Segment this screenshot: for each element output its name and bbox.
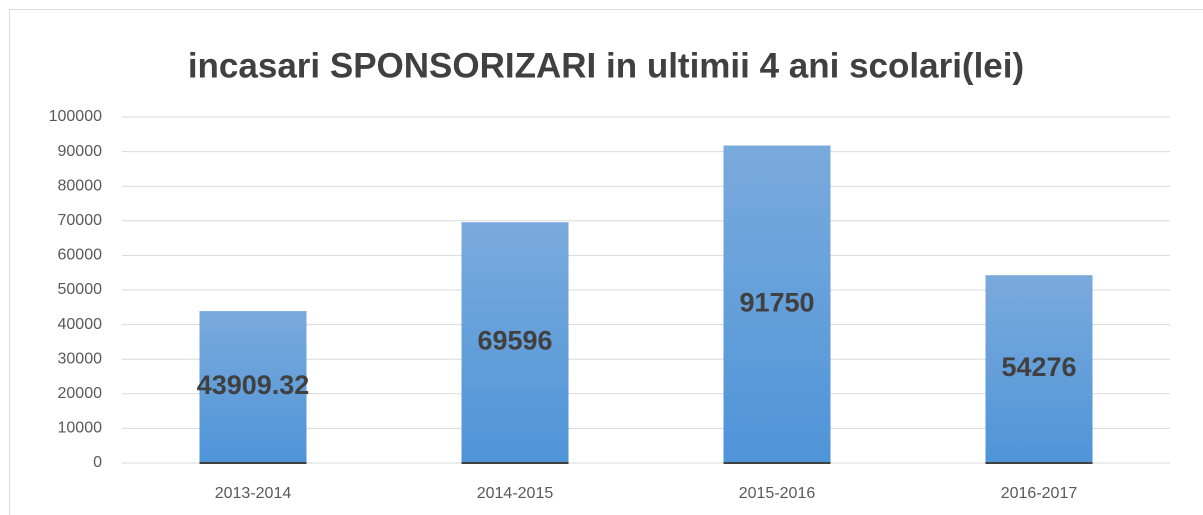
y-tick-label: 10000 [58, 420, 103, 437]
y-tick-label: 50000 [58, 281, 103, 298]
data-label: 91750 [739, 287, 814, 317]
data-label: 54276 [1001, 352, 1076, 382]
x-tick-label: 2016-2017 [1001, 485, 1078, 502]
y-tick-label: 90000 [58, 143, 103, 160]
data-label: 69596 [477, 326, 552, 356]
bar [199, 311, 307, 463]
y-tick-label: 80000 [58, 177, 103, 194]
bar [723, 145, 831, 464]
chart-title: incasari SPONSORIZARI in ultimii 4 ani s… [188, 46, 1024, 85]
bar [985, 275, 1093, 463]
y-tick-label: 30000 [58, 350, 103, 367]
x-tick-label: 2014-2015 [477, 485, 554, 502]
y-tick-label: 60000 [58, 247, 103, 264]
y-tick-label: 40000 [58, 316, 103, 333]
y-tick-label: 20000 [58, 385, 103, 402]
x-tick-label: 2013-2014 [215, 485, 292, 502]
y-tick-label: 100000 [49, 108, 102, 125]
y-tick-label: 70000 [58, 212, 103, 229]
x-tick-label: 2015-2016 [739, 485, 816, 502]
bar [461, 222, 569, 463]
data-label: 43909.32 [197, 370, 310, 400]
y-tick-label: 0 [93, 454, 102, 471]
